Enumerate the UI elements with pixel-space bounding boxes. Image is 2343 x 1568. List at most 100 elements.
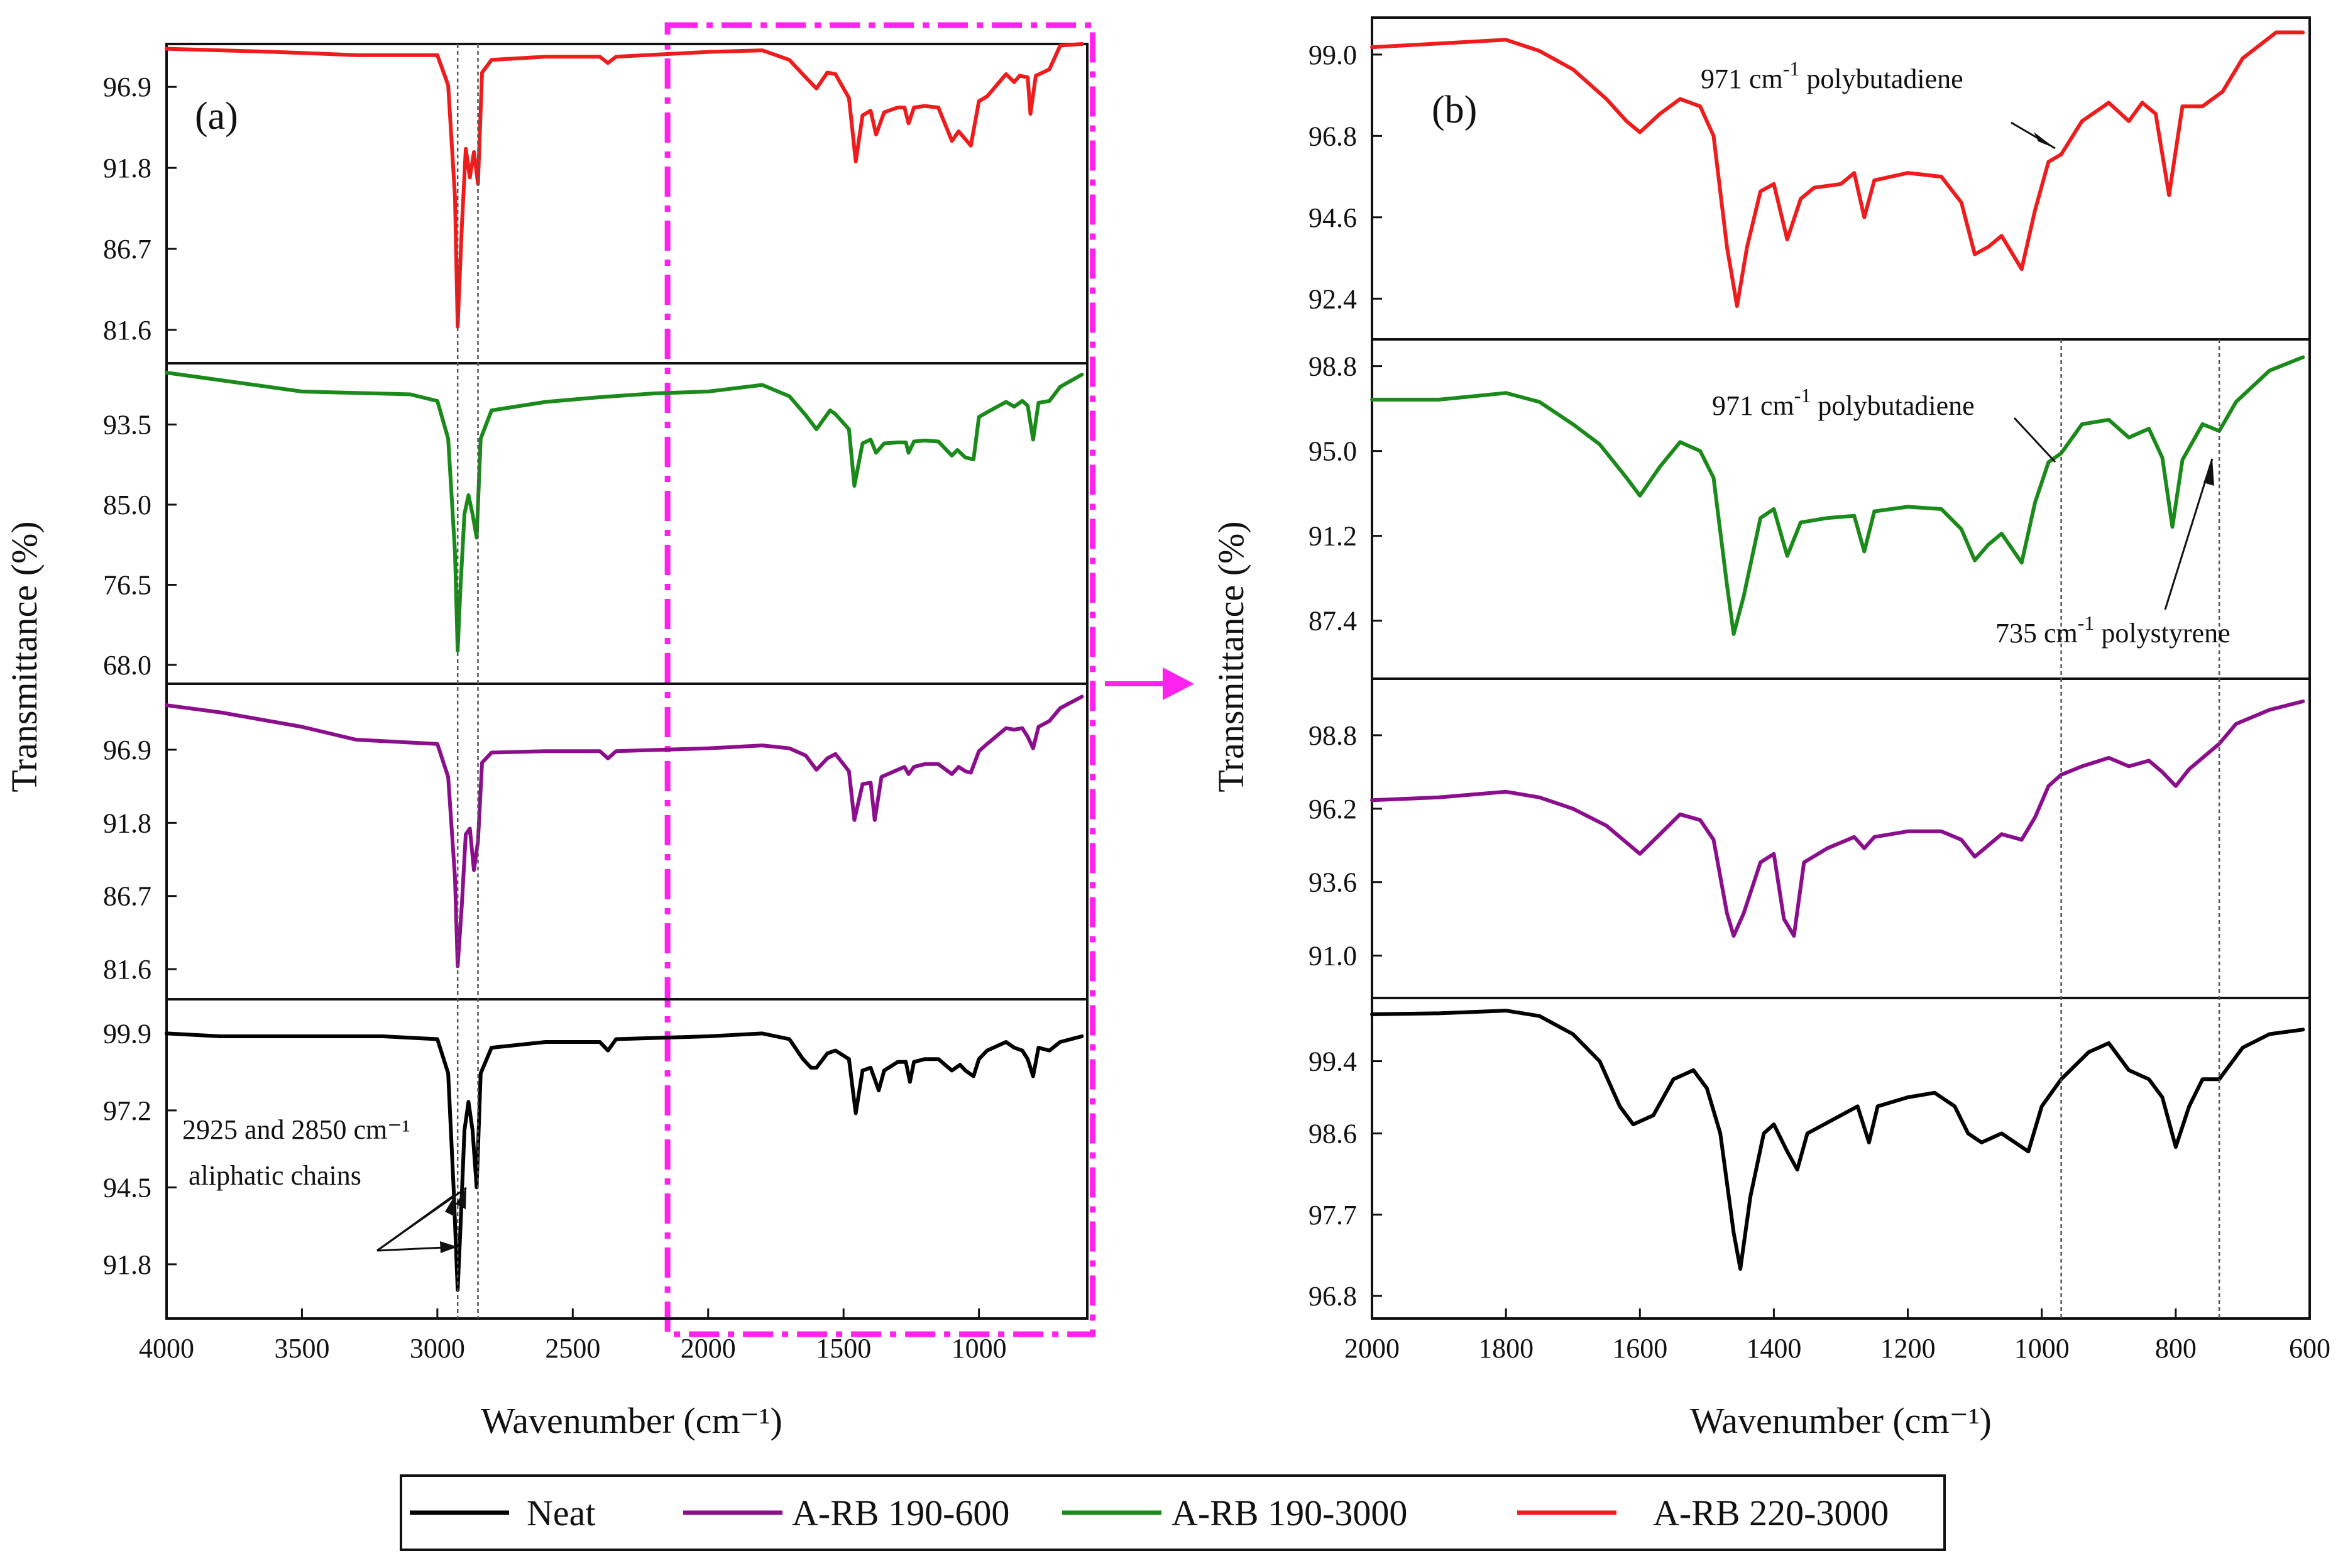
- pa-ytick-label-rb220_3000-1: 91.8: [103, 153, 151, 184]
- pa-series-line-rb190_600: [165, 694, 1084, 968]
- pb-ytick-label-rb220_3000-1: 96.8: [1309, 121, 1357, 151]
- pa-annotation-arrowhead-0: [445, 1194, 456, 1217]
- pb-annotation-arrowhead-1: [2035, 440, 2055, 462]
- legend-label-rb190-3000: A-RB 190-3000: [1172, 1493, 1407, 1533]
- panel-b-y-axis-title: Transmittance (%): [1210, 521, 1251, 792]
- pa-series-line-rb190_3000: [165, 371, 1084, 653]
- legend-label-neat: Neat: [527, 1493, 596, 1533]
- pa-ytick-label-rb190_3000-3: 68.0: [103, 650, 151, 681]
- pb-annotation-0-prefix: 971 cm: [1701, 63, 1783, 94]
- pa-ytick-label-neat-1: 97.2: [103, 1095, 151, 1126]
- highlight-arrow-head: [1163, 667, 1194, 700]
- pb-ytick-label-rb190_600-1: 96.2: [1309, 794, 1357, 825]
- pb-annotation-0-suffix: polybutadiene: [1799, 63, 1963, 94]
- pb-xtick-label-5: 1000: [2014, 1333, 2070, 1364]
- pa-annotation-leader-1: [376, 1187, 467, 1252]
- pb-annotation-0: 971 cm-1 polybutadiene: [1701, 57, 1963, 94]
- pb-annotation-2: 735 cm-1 polystyrene: [1995, 611, 2231, 649]
- pb-annotation-arrowhead-2: [2203, 459, 2214, 486]
- pb-ytick-label-rb190_600-3: 91.0: [1309, 941, 1357, 972]
- pb-ytick-label-rb190_3000-1: 95.0: [1309, 436, 1357, 467]
- pb-annotation-arrowhead-0: [2034, 132, 2055, 148]
- pa-frame-rb190_3000: [165, 362, 1089, 685]
- pb-xtick-label-7: 600: [2289, 1333, 2330, 1364]
- highlight-arrow: [1105, 667, 1194, 700]
- pa-xtick-label-2: 3000: [410, 1333, 465, 1364]
- legend-label-rb190-600: A-RB 190-600: [792, 1493, 1009, 1533]
- pa-series-line-rb220_3000: [165, 42, 1084, 329]
- legend-label-rb220-3000: A-RB 220-3000: [1653, 1493, 1889, 1533]
- pa-annotation-line1: 2925 and 2850 cm⁻¹: [182, 1114, 410, 1145]
- pa-ytick-label-rb220_3000-2: 86.7: [103, 234, 151, 265]
- panel-a-label: (a): [195, 95, 238, 138]
- pb-annotation-1-prefix: 971 cm: [1712, 390, 1794, 421]
- pa-frame-rb220_3000: [165, 43, 1089, 365]
- pb-series-line-rb190_3000: [1370, 355, 2305, 636]
- pa-ytick-label-rb190_3000-0: 93.5: [103, 410, 151, 441]
- pb-series-line-rb220_3000: [1370, 30, 2305, 308]
- pa-xtick-label-1: 3500: [274, 1333, 329, 1364]
- pa-ytick-label-rb190_600-2: 86.7: [103, 881, 151, 912]
- pa-ytick-label-neat-3: 91.8: [103, 1249, 151, 1280]
- legend-box: [400, 1474, 1946, 1551]
- pb-ytick-label-rb220_3000-2: 94.6: [1309, 202, 1357, 233]
- pb-annotation-2-superscript: -1: [2078, 611, 2095, 634]
- pb-ytick-label-rb190_3000-3: 87.4: [1309, 606, 1357, 637]
- pb-xtick-label-0: 2000: [1344, 1333, 1400, 1364]
- pb-xtick-label-1: 1800: [1478, 1333, 1534, 1364]
- panel-b: 99.0 96.8 94.6 92.4 98.8 95.0 91.2 87.4 98.8 96.2…: [1309, 16, 2330, 1364]
- pb-xtick-label-3: 1400: [1746, 1333, 1801, 1364]
- pa-frame-rb190_600: [165, 683, 1089, 1001]
- pa-xtick-label-6: 1000: [952, 1333, 1007, 1364]
- pa-highlight-box: [664, 22, 1096, 1337]
- pb-ytick-label-rb190_600-0: 98.8: [1309, 720, 1357, 751]
- pb-series-line-neat: [1370, 1009, 2305, 1271]
- pa-ytick-label-neat-0: 99.9: [103, 1018, 151, 1049]
- pb-series-line-rb190_600: [1370, 699, 2305, 938]
- pb-ytick-label-rb220_3000-3: 92.4: [1309, 283, 1357, 314]
- legend: Neat A-RB 190-600 A-RB 190-3000 A-RB 220…: [400, 1474, 1946, 1551]
- pa-annotation-arrowhead-1: [456, 1188, 466, 1209]
- pb-annotation-2-suffix: polystyrene: [2094, 618, 2230, 649]
- pb-annotation-1: 971 cm-1 polybutadiene: [1712, 384, 1975, 421]
- panel-a-y-axis-title: Transmittance (%): [4, 521, 45, 792]
- pa-series-line-neat: [165, 1031, 1084, 1292]
- panel-b-label: (b): [1432, 89, 1477, 131]
- pb-xtick-label-6: 800: [2155, 1333, 2197, 1364]
- pa-ytick-label-rb190_600-0: 96.9: [103, 735, 151, 765]
- pa-ytick-label-neat-2: 94.5: [103, 1172, 151, 1203]
- pa-xtick-label-5: 1500: [816, 1333, 871, 1364]
- pb-xtick-label-4: 1200: [1880, 1333, 1936, 1364]
- pa-ytick-label-rb220_3000-3: 81.6: [103, 315, 151, 346]
- pa-ytick-label-rb190_3000-1: 85.0: [103, 490, 151, 520]
- pb-ytick-label-neat-0: 99.4: [1309, 1046, 1357, 1077]
- pb-frame-rb190_600: [1371, 677, 2311, 999]
- pb-ytick-label-neat-3: 96.8: [1309, 1281, 1357, 1312]
- panel-a-x-axis-title: Wavenumber (cm⁻¹): [481, 1400, 782, 1441]
- pa-ytick-label-rb190_600-1: 91.8: [103, 808, 151, 838]
- pa-ytick-label-rb190_600-3: 81.6: [103, 954, 151, 985]
- pa-ytick-label-rb190_3000-2: 76.5: [103, 570, 151, 601]
- pb-ytick-label-rb190_600-2: 93.6: [1309, 867, 1357, 898]
- pb-ytick-label-neat-1: 98.6: [1309, 1118, 1357, 1149]
- pb-ytick-label-rb220_3000-0: 99.0: [1309, 40, 1357, 70]
- pb-annotation-0-superscript: -1: [1783, 57, 1800, 80]
- pa-xtick-label-3: 2500: [545, 1333, 600, 1364]
- pb-ytick-label-neat-2: 97.7: [1309, 1200, 1357, 1231]
- panel-b-x-axis-title: Wavenumber (cm⁻¹): [1690, 1400, 1992, 1441]
- pa-xtick-label-4: 2000: [681, 1333, 736, 1364]
- pa-frame-neat: [165, 998, 1089, 1320]
- pb-xtick-label-2: 1600: [1612, 1333, 1667, 1364]
- pa-xtick-label-0: 4000: [139, 1333, 194, 1364]
- pb-annotation-1-superscript: -1: [1794, 384, 1811, 407]
- pb-ytick-label-rb190_3000-0: 98.8: [1309, 351, 1357, 382]
- pb-annotation-1-suffix: polybutadiene: [1811, 390, 1974, 421]
- pb-frame-neat: [1371, 997, 2311, 1320]
- pb-annotation-2-prefix: 735 cm: [1995, 618, 2078, 649]
- pb-annotation-leader-2: [2164, 458, 2214, 610]
- panel-a: 96.9 91.8 86.7 81.6 93.5 85.0 76.5 68.0 96.9 91.8…: [103, 22, 1096, 1364]
- pa-annotation-line2: aliphatic chains: [189, 1160, 361, 1191]
- pb-ytick-label-rb190_3000-2: 91.2: [1309, 521, 1357, 552]
- pa-annotation-arrowhead-2: [440, 1241, 458, 1253]
